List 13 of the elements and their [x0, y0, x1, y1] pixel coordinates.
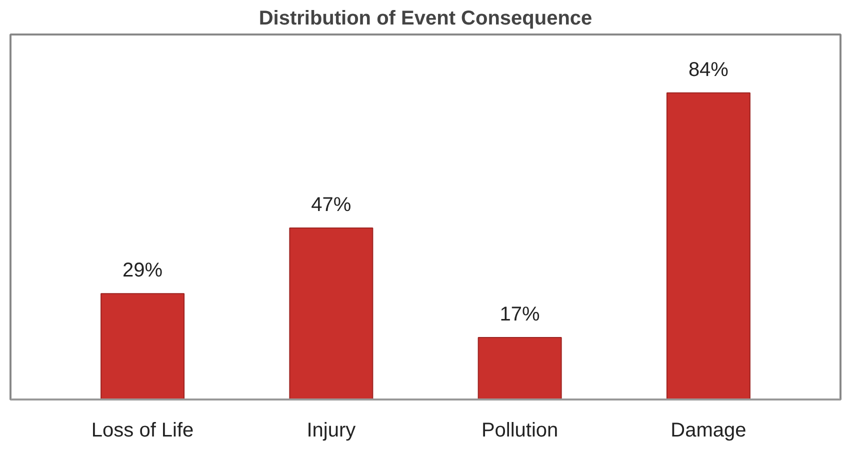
x-tick-label: Loss of Life [91, 420, 194, 442]
data-label: 84% [688, 58, 729, 81]
data-label: 29% [122, 260, 163, 282]
chart-title: Distribution of Event Consequence [258, 8, 592, 30]
bar [289, 227, 374, 400]
data-label: 47% [311, 194, 352, 216]
x-tick-label: Injury [306, 420, 356, 442]
bar [100, 293, 185, 400]
x-tick-label: Pollution [481, 420, 558, 442]
bar [666, 92, 750, 400]
x-tick-label: Damage [670, 420, 746, 442]
bar [478, 336, 562, 400]
data-label: 17% [500, 303, 540, 326]
